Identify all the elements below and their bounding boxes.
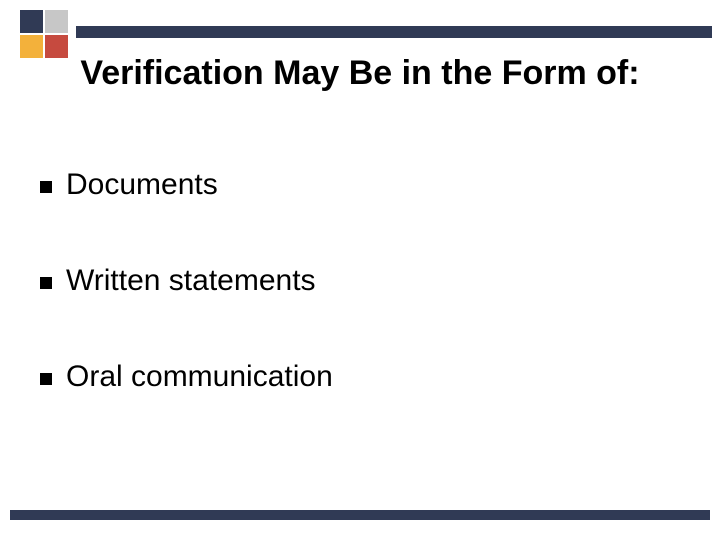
bullet-marker-icon <box>40 277 52 289</box>
slide-title: Verification May Be in the Form of: <box>0 52 720 95</box>
list-item: Written statements <box>40 264 680 298</box>
logo <box>20 10 68 58</box>
list-item: Documents <box>40 168 680 202</box>
top-rule <box>76 26 712 38</box>
bottom-rule <box>10 510 710 520</box>
bullet-text: Oral communication <box>66 360 333 394</box>
logo-quadrant-top-left <box>20 10 43 33</box>
title-container: Verification May Be in the Form of: <box>0 52 720 95</box>
bullet-text: Documents <box>66 168 218 202</box>
bullet-list: Documents Written statements Oral commun… <box>40 168 680 456</box>
bullet-marker-icon <box>40 181 52 193</box>
logo-quadrant-top-right <box>45 10 68 33</box>
bullet-marker-icon <box>40 373 52 385</box>
list-item: Oral communication <box>40 360 680 394</box>
slide: Verification May Be in the Form of: Docu… <box>0 0 720 540</box>
bullet-text: Written statements <box>66 264 316 298</box>
